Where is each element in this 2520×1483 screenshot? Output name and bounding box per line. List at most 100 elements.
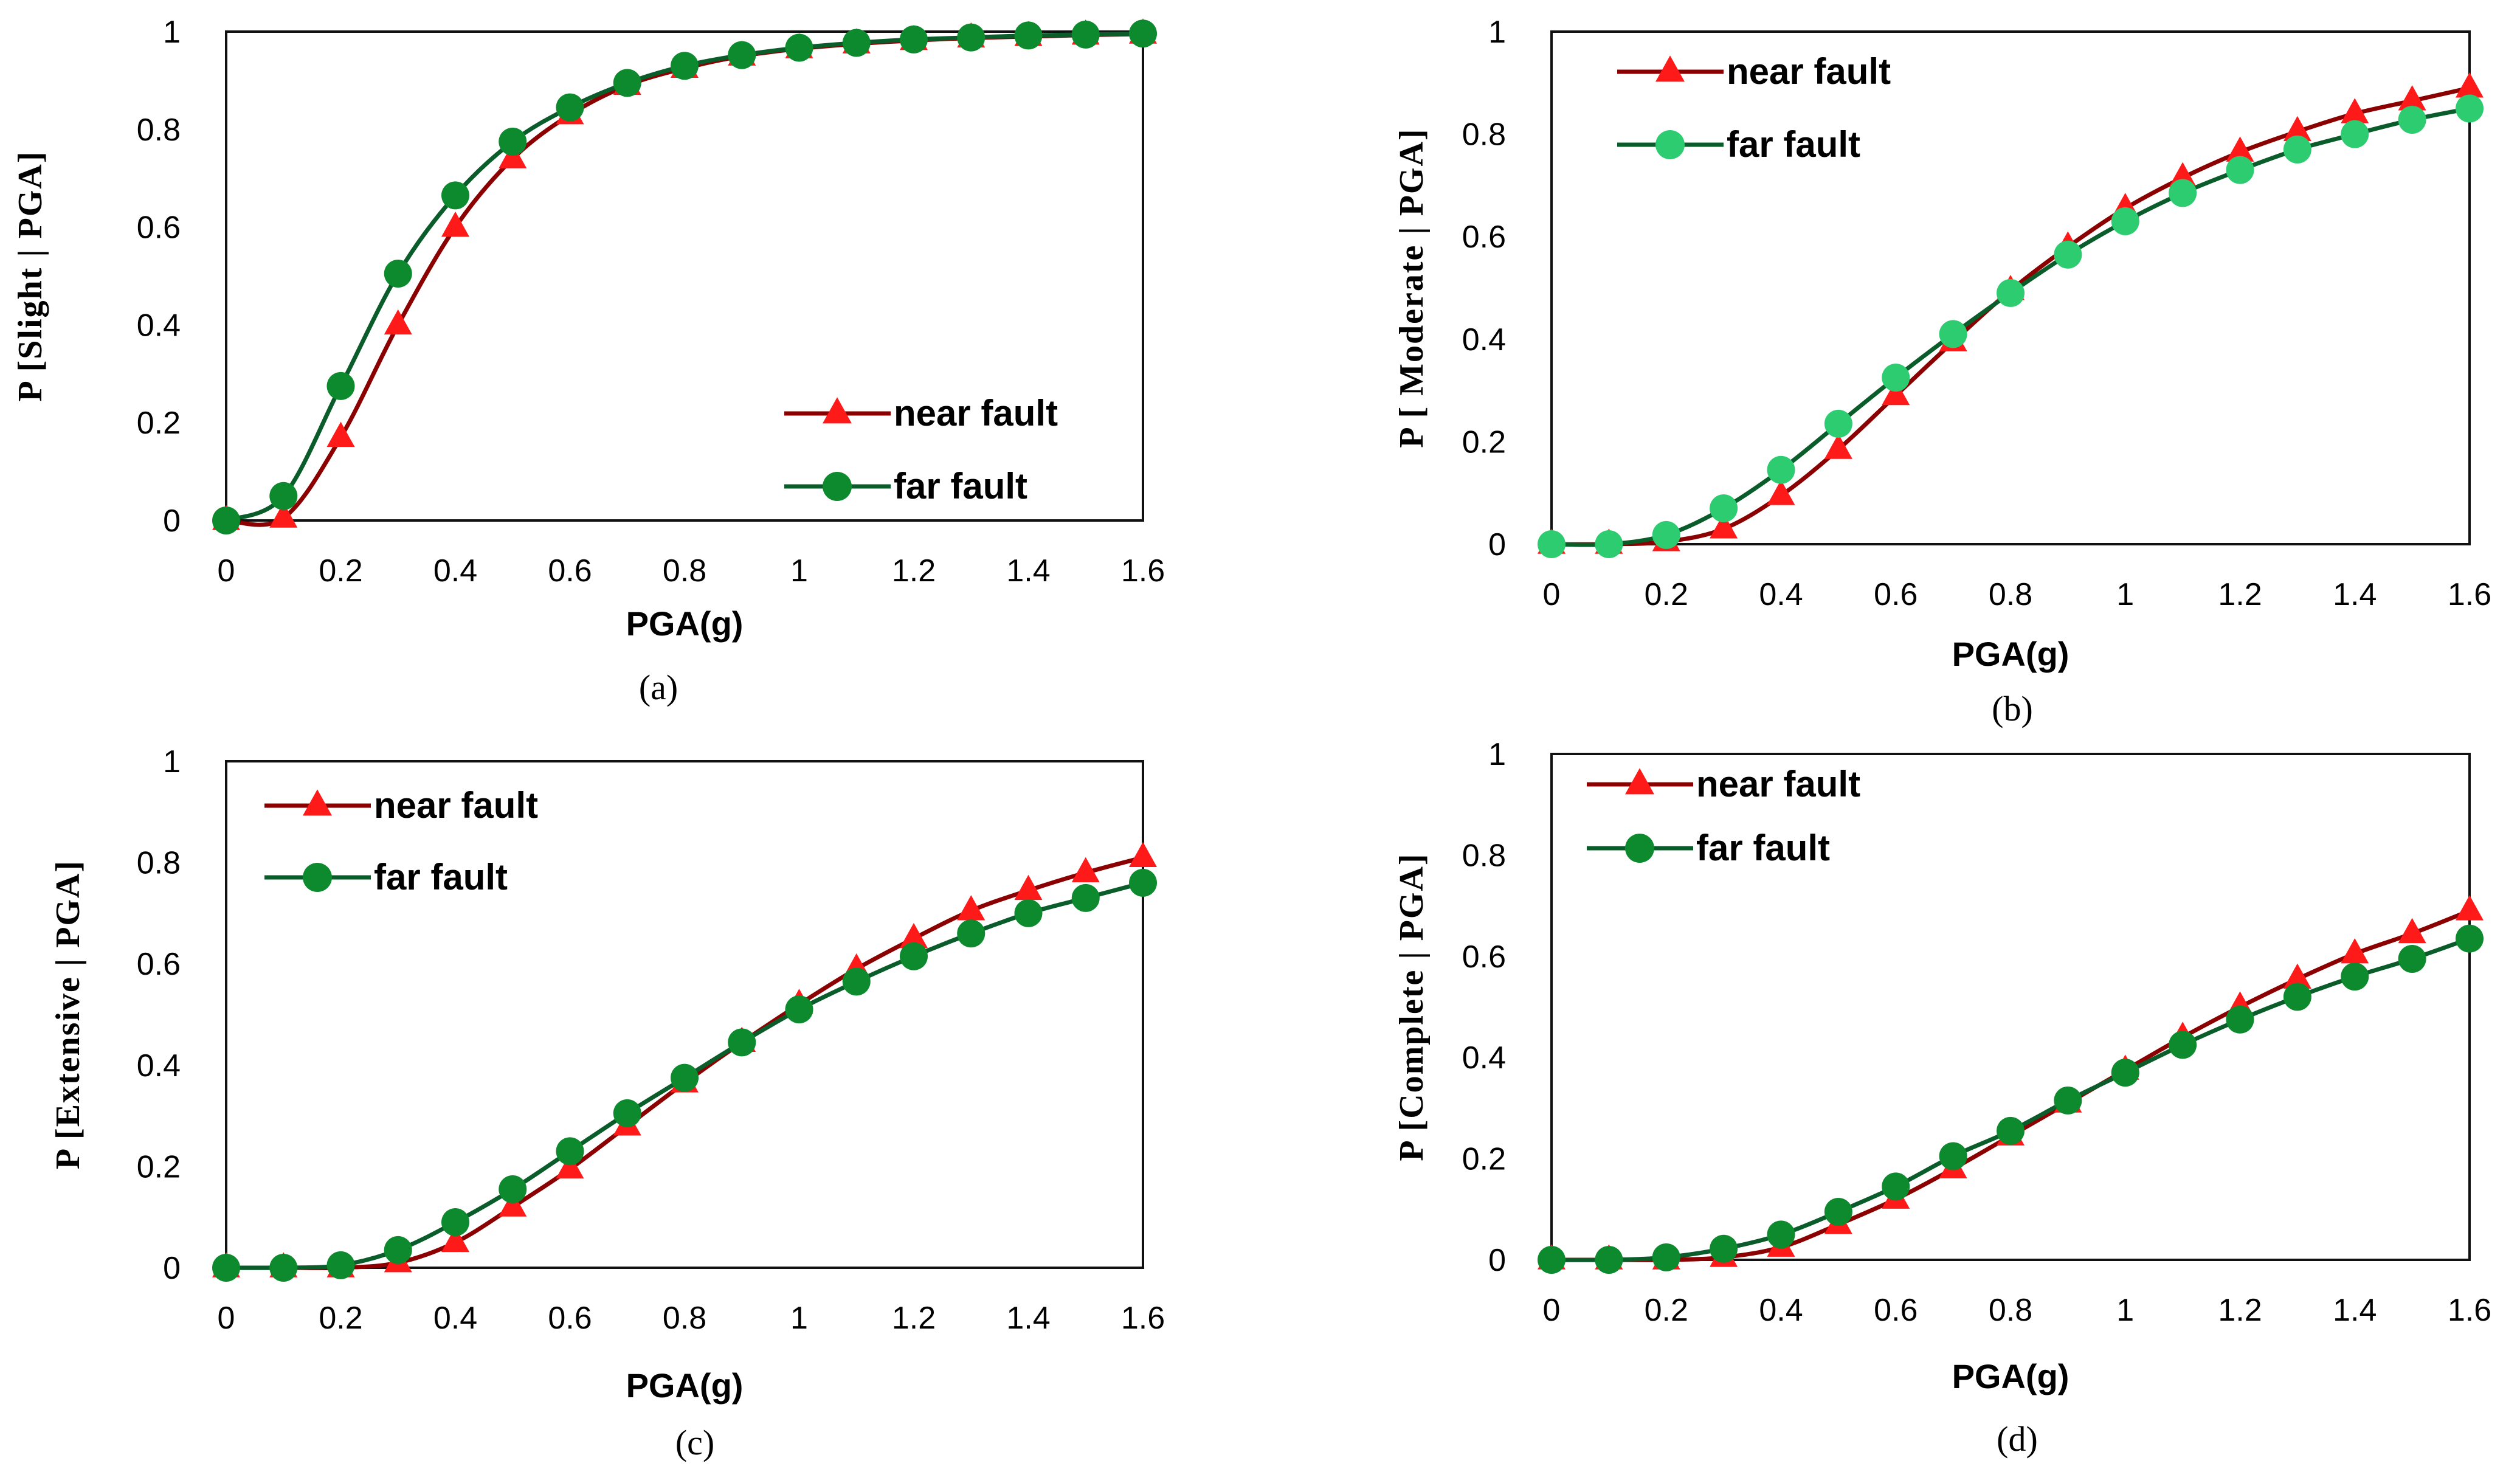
data-point-triangle [2456,895,2484,921]
legend-marker-triangle [303,789,332,816]
data-point-triangle [441,1226,469,1253]
chart-panel-c: 0 0.2 0.4 0.6 0.8 1 1.2 1.4 1.6 0 0.2 0.4 0.6 0.8 1 PGA… [49,744,1165,1462]
data-point-circle [1710,1234,1738,1263]
y-axis-label: P [Complete | PGA] [1393,852,1431,1161]
x-tick-label: 1.6 [1121,1301,1165,1336]
data-point-circle [842,29,871,57]
data-point-circle [1129,868,1157,897]
legend-marker-triangle [823,397,852,424]
y-axis-label: P [Slight | PGA] [12,150,49,401]
data-point-circle [1595,1246,1623,1274]
x-tick-label: 0.2 [1645,577,1688,612]
x-axis-label: PGA(g) [626,604,744,643]
data-point-circle [269,1254,298,1282]
x-axis-label: PGA(g) [626,1366,744,1405]
x-tick-label: 0 [1543,1293,1561,1328]
legend-item-near-fault: near fault [784,393,1058,434]
data-point-triangle [1710,513,1738,539]
data-point-circle [2169,1031,2197,1059]
y-tick-label: 0.8 [137,112,181,148]
x-tick-label: 1.4 [1006,553,1050,589]
y-tick-label: 1 [163,744,181,780]
data-point-circle [1071,883,1100,912]
plot-area [1550,753,2471,1261]
y-tick-label: 0.2 [1462,424,1506,460]
legend-label: far fault [1727,124,1860,165]
data-point-triangle [2283,963,2311,989]
data-point-circle [269,482,298,510]
data-point-circle [900,942,928,970]
legend-label: far fault [374,857,508,897]
y-tick-label: 0.4 [1462,1040,1506,1076]
legend-item-near-fault: near fault [1617,51,1891,92]
series-far-fault [212,868,1157,1282]
data-point-circle [2169,179,2197,207]
legend-item-far-fault: far fault [784,466,1027,506]
data-point-circle [1652,520,1680,549]
data-point-triangle [499,143,527,168]
y-axis-label: P [ Moderate | PGA] [1393,128,1431,448]
x-tick-label: 0.4 [433,1301,477,1336]
legend-marker-triangle [1655,55,1685,82]
data-point-circle [842,967,871,996]
data-point-circle [785,995,813,1024]
x-tick-label: 1.2 [892,553,936,589]
x-tick-label: 1 [790,1301,808,1336]
legend-marker-circle [1655,130,1685,159]
data-point-circle [1997,1116,2025,1145]
x-tick-label: 0.2 [319,1301,362,1336]
legend-item-far-fault: far fault [1617,124,1860,165]
y-tick-label: 0 [163,503,181,539]
data-point-triangle [2341,938,2369,964]
data-point-circle [728,41,756,69]
x-tick-label: 1.4 [2333,1293,2377,1328]
x-tick-label: 0.8 [663,1301,706,1336]
legend-label: far fault [894,466,1027,506]
data-point-circle [2054,240,2082,269]
legend-marker-circle [823,472,852,501]
data-point-circle [1824,1197,1852,1226]
y-tick-label: 0.4 [137,308,181,343]
data-point-circle [1014,21,1043,50]
data-point-circle [326,1251,355,1279]
series-far-fault [212,19,1157,534]
y-tick-label: 0.6 [137,947,181,982]
data-point-circle [1652,1243,1680,1271]
data-point-circle [728,1028,756,1057]
data-point-triangle [1882,379,1910,406]
y-tick-label: 0 [1488,1243,1506,1278]
data-point-circle [2226,1005,2254,1034]
y-tick-label: 0.6 [1462,939,1506,975]
data-point-triangle [269,502,298,528]
x-tick-label: 0.4 [1759,1293,1803,1328]
chart-panel-b: 0 0.2 0.4 0.6 0.8 1 1.2 1.4 1.6 0 0.2 0.4 0.6 0.8 1 PGA… [1393,15,2491,728]
x-tick-label: 1.2 [2218,577,2262,612]
data-point-triangle [2398,85,2426,111]
x-tick-label: 0.6 [548,1301,592,1336]
x-tick-label: 1.6 [2448,577,2491,612]
data-point-triangle [900,922,928,949]
data-point-circle [1997,278,2025,307]
data-point-circle [499,127,527,156]
x-tick-label: 0 [1543,577,1561,612]
x-tick-label: 1.6 [2448,1293,2491,1328]
data-point-triangle [384,309,412,335]
data-point-circle [671,52,699,80]
data-point-circle [900,25,928,54]
y-tick-label: 0.2 [137,406,181,441]
x-tick-label: 0.4 [433,553,477,589]
x-tick-label: 0.8 [663,553,706,589]
y-tick-label: 0 [163,1251,181,1286]
data-point-triangle [2398,918,2426,944]
legend-label: far fault [1696,828,1830,868]
y-tick-label: 1 [1488,737,1506,772]
chart-panel-a: 0 0.2 0.4 0.6 0.8 1 1.2 1.4 1.6 0 0.2 0.4 0.6 0.8 1 PGA… [12,15,1165,707]
x-tick-label: 0.2 [319,553,362,589]
data-point-circle [384,259,412,288]
series-far-fault [1538,94,2484,558]
data-point-circle [2054,1086,2082,1115]
data-point-triangle [441,211,469,237]
data-point-circle [1710,494,1738,522]
legend-marker-circle [303,863,332,892]
